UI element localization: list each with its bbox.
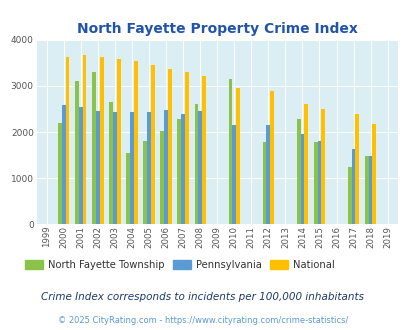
Text: Crime Index corresponds to incidents per 100,000 inhabitants: Crime Index corresponds to incidents per… bbox=[41, 292, 364, 302]
Bar bbox=[126, 153, 130, 224]
Bar bbox=[317, 141, 321, 224]
Bar bbox=[304, 104, 307, 224]
Bar bbox=[79, 107, 83, 224]
Bar bbox=[351, 148, 354, 224]
Bar bbox=[354, 115, 358, 224]
Bar bbox=[168, 69, 171, 224]
Bar bbox=[194, 104, 198, 224]
Bar bbox=[313, 142, 317, 224]
Bar bbox=[228, 79, 232, 224]
Bar bbox=[117, 59, 120, 224]
Bar bbox=[164, 110, 168, 224]
Bar bbox=[75, 81, 79, 224]
Bar bbox=[185, 72, 188, 224]
Bar bbox=[270, 91, 273, 224]
Bar bbox=[232, 125, 236, 224]
Bar bbox=[143, 141, 147, 224]
Bar bbox=[371, 124, 375, 224]
Bar bbox=[147, 112, 151, 224]
Bar bbox=[160, 131, 164, 224]
Bar bbox=[181, 115, 185, 224]
Bar bbox=[151, 65, 154, 224]
Bar bbox=[58, 123, 62, 224]
Bar bbox=[266, 125, 270, 224]
Bar bbox=[202, 76, 205, 224]
Title: North Fayette Property Crime Index: North Fayette Property Crime Index bbox=[77, 22, 357, 36]
Bar bbox=[134, 61, 137, 224]
Bar bbox=[296, 119, 300, 224]
Legend: North Fayette Township, Pennsylvania, National: North Fayette Township, Pennsylvania, Na… bbox=[21, 256, 337, 274]
Bar bbox=[100, 57, 103, 224]
Bar bbox=[262, 142, 266, 224]
Bar bbox=[236, 88, 239, 224]
Bar bbox=[109, 102, 113, 224]
Bar bbox=[198, 111, 202, 224]
Bar bbox=[83, 55, 86, 224]
Bar bbox=[92, 72, 96, 224]
Bar bbox=[66, 57, 69, 224]
Bar bbox=[300, 134, 304, 224]
Bar bbox=[364, 156, 368, 224]
Text: © 2025 CityRating.com - https://www.cityrating.com/crime-statistics/: © 2025 CityRating.com - https://www.city… bbox=[58, 316, 347, 325]
Bar bbox=[62, 105, 66, 224]
Bar bbox=[368, 155, 371, 224]
Bar bbox=[321, 109, 324, 224]
Bar bbox=[113, 112, 117, 224]
Bar bbox=[347, 167, 351, 224]
Bar bbox=[96, 111, 100, 224]
Bar bbox=[130, 112, 134, 224]
Bar bbox=[177, 119, 181, 224]
